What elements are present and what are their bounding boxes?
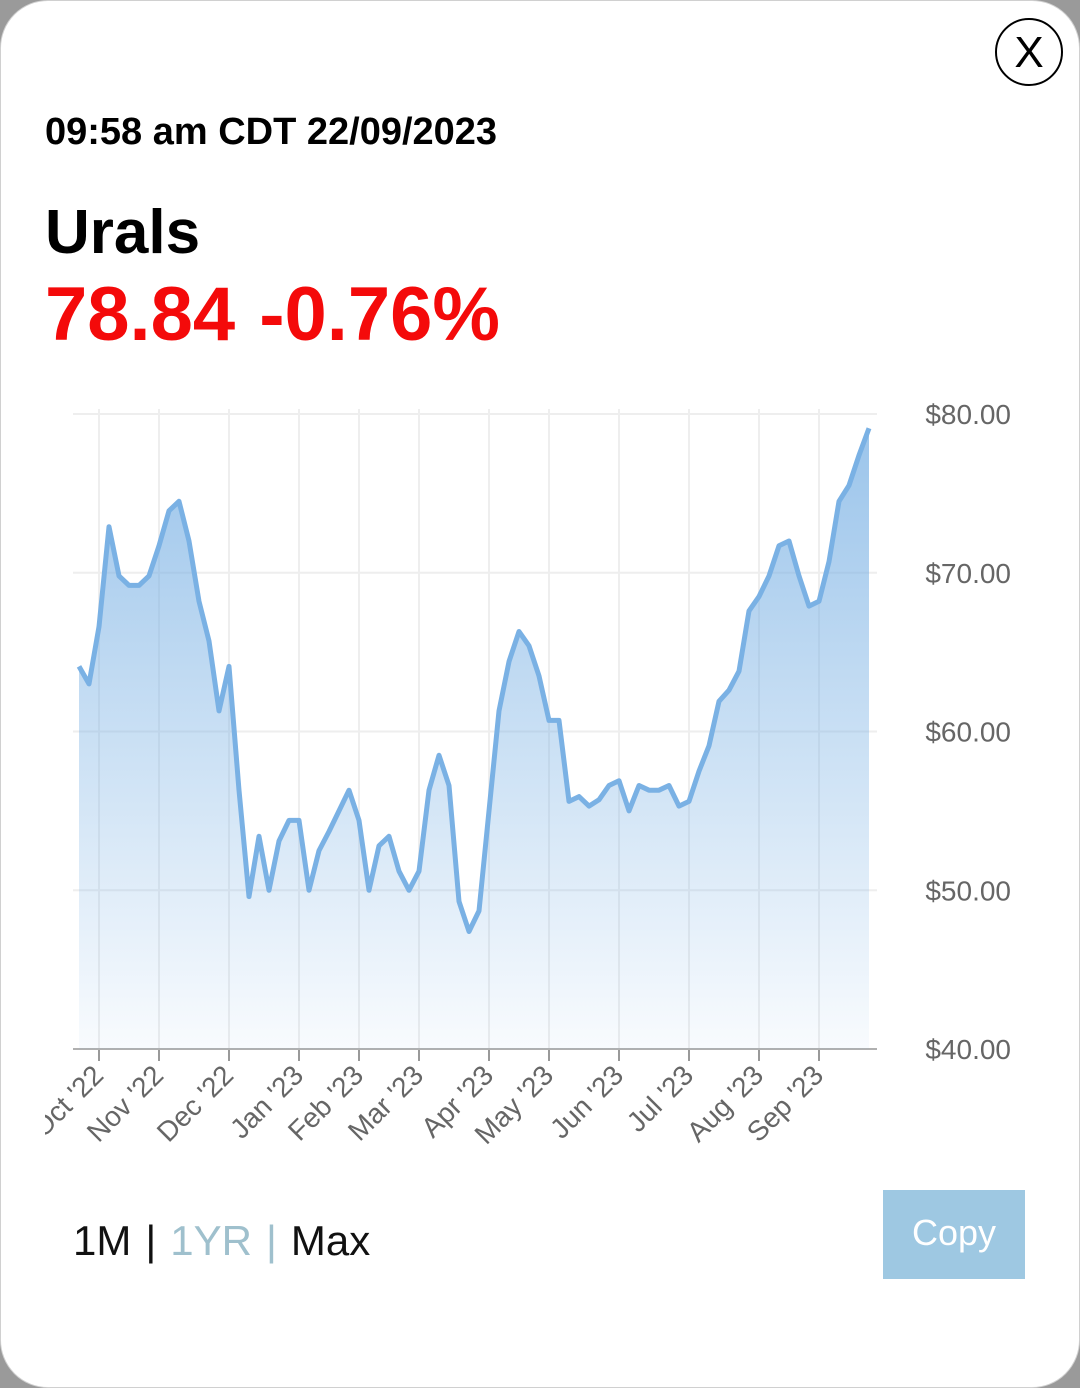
range-option[interactable]: Max [290,1217,371,1264]
y-tick-label: $80.00 [925,399,1011,430]
instrument-name: Urals [45,198,201,267]
y-tick-label: $70.00 [925,558,1011,589]
separator: | [145,1217,157,1264]
y-tick-label: $50.00 [925,875,1011,906]
range-selector: 1M | 1YR | Max [73,1217,384,1265]
x-tick-label: Dec '22 [151,1059,239,1147]
y-tick-label: $60.00 [925,717,1011,748]
y-tick-label: $40.00 [925,1034,1011,1065]
change: -0.76% [259,272,500,357]
range-option[interactable]: 1YR [170,1217,252,1264]
quote: 78.84 -0.76% [45,271,524,358]
close-button[interactable]: X [995,18,1063,86]
copy-button[interactable]: Copy [883,1190,1025,1279]
x-tick-label: Jun '23 [544,1059,629,1144]
separator: | [265,1217,277,1264]
price: 78.84 [45,272,236,357]
range-option[interactable]: 1M [73,1217,132,1264]
area-fill [79,428,869,1049]
price-line [76,427,872,934]
timestamp: 09:58 am CDT 22/09/2023 [45,111,498,153]
